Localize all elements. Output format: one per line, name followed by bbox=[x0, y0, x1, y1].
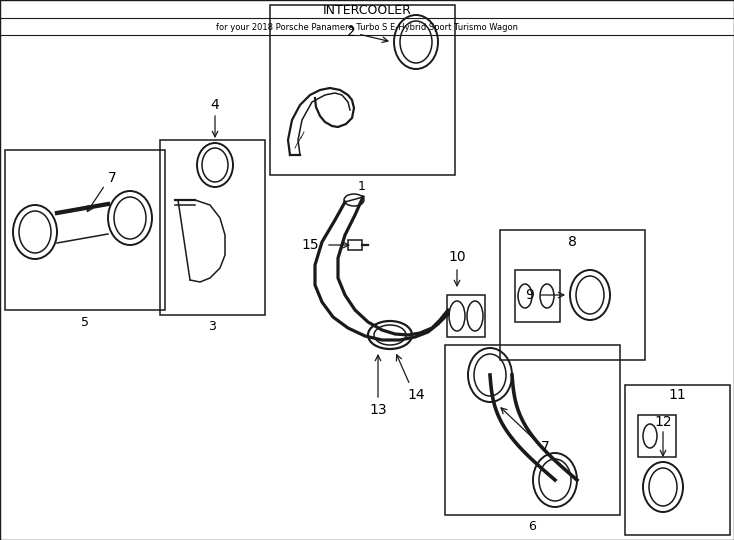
Text: 5: 5 bbox=[81, 315, 89, 328]
Bar bbox=[638, 415, 676, 457]
Text: 4: 4 bbox=[211, 98, 219, 112]
Bar bbox=[445, 345, 620, 515]
Text: INTERCOOLER: INTERCOOLER bbox=[322, 3, 412, 17]
Bar bbox=[625, 385, 730, 535]
Bar bbox=[160, 140, 265, 315]
Text: 8: 8 bbox=[567, 235, 576, 249]
Bar bbox=[5, 150, 165, 310]
Text: 11: 11 bbox=[668, 388, 686, 402]
Bar bbox=[270, 5, 455, 175]
Text: 14: 14 bbox=[407, 388, 425, 402]
Text: 9: 9 bbox=[526, 288, 534, 302]
Bar bbox=[500, 230, 645, 360]
Text: 10: 10 bbox=[448, 250, 466, 264]
Text: 12: 12 bbox=[654, 415, 672, 429]
Text: 15: 15 bbox=[301, 238, 319, 252]
Text: 7: 7 bbox=[108, 171, 117, 185]
Text: 13: 13 bbox=[369, 403, 387, 417]
Bar bbox=[447, 295, 485, 337]
Text: 7: 7 bbox=[541, 440, 549, 454]
Text: 3: 3 bbox=[208, 321, 216, 334]
Text: 6: 6 bbox=[528, 521, 536, 534]
Text: 1: 1 bbox=[358, 180, 366, 193]
Bar bbox=[348, 240, 362, 250]
Bar bbox=[515, 270, 560, 322]
Text: 2: 2 bbox=[346, 25, 355, 39]
Text: for your 2018 Porsche Panamera Turbo S E-Hybrid Sport Turismo Wagon: for your 2018 Porsche Panamera Turbo S E… bbox=[216, 23, 518, 31]
